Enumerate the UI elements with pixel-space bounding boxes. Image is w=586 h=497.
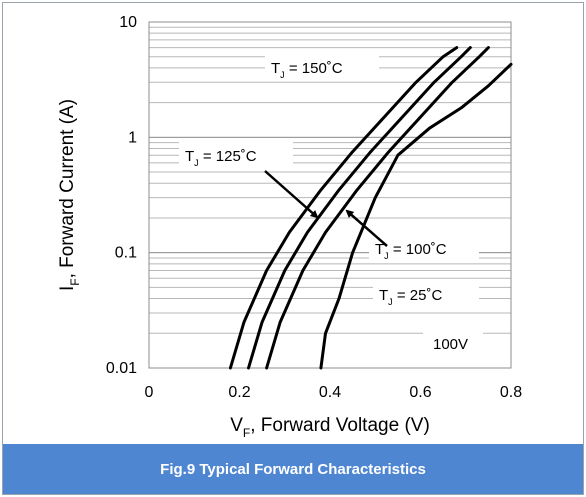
x-tick-label: 0.8 — [500, 384, 522, 401]
y-tick-label: 10 — [119, 14, 137, 31]
y-axis-title: IF, Forward Current (A) — [57, 99, 82, 291]
series-line — [228, 46, 459, 370]
x-tick-label: 0.2 — [228, 384, 250, 401]
x-tick-label: 0.4 — [319, 384, 341, 401]
y-tick-label: 0.01 — [106, 360, 137, 377]
y-tick-label: 1 — [128, 129, 137, 146]
series-line — [265, 46, 490, 370]
x-tick-label: 0.6 — [409, 384, 431, 401]
series-label: TJ = 25˚C — [379, 287, 442, 307]
annotation-label: 100V — [433, 336, 468, 353]
x-tick-label: 0 — [145, 384, 154, 401]
series-label-background — [373, 280, 479, 307]
x-axis-title: VF, Forward Voltage (V) — [230, 415, 430, 440]
series-label-background — [179, 141, 293, 168]
series-line — [247, 46, 472, 370]
y-tick-label: 0.1 — [115, 245, 137, 262]
plot-border — [148, 21, 512, 369]
series-label-background — [369, 234, 479, 261]
series-label: TJ = 150˚C — [271, 60, 343, 80]
figure-caption: Fig.9 Typical Forward Characteristics — [3, 444, 583, 494]
arrow-125c — [264, 170, 319, 219]
series-label: TJ = 125˚C — [185, 148, 257, 168]
arrow-100c — [345, 209, 388, 247]
annotation-background — [423, 330, 483, 355]
series-line — [319, 62, 513, 370]
series-label-background — [265, 53, 379, 80]
forward-characteristics-chart: 0.01 0.1 1 10 0 0.2 0.4 0.6 0.8 VF, Forward Volta… — [57, 14, 522, 440]
series-label: TJ = 100˚C — [375, 241, 447, 261]
